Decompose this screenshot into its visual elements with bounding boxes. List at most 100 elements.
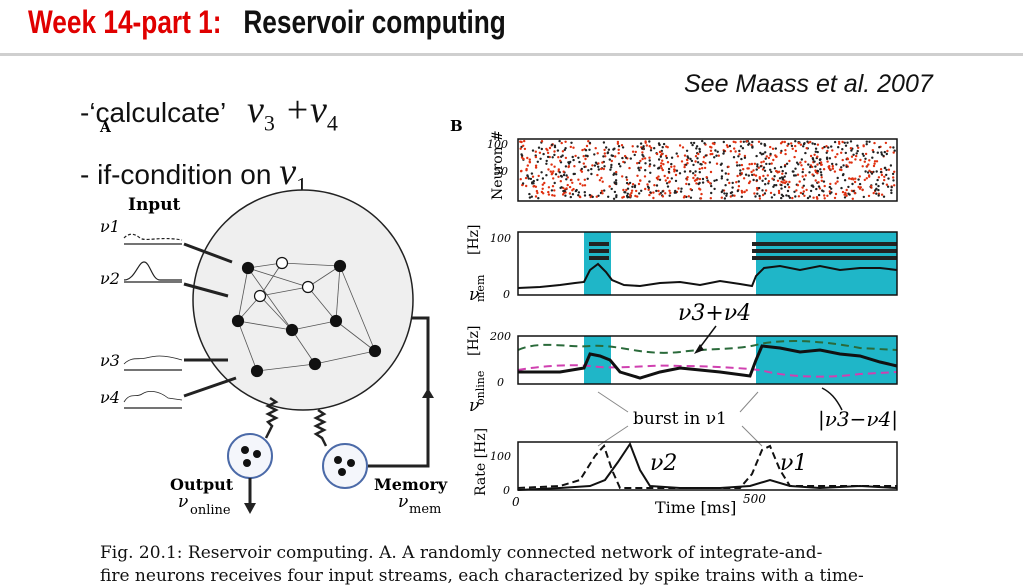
raster-spike xyxy=(738,149,741,153)
raster-spike xyxy=(600,176,603,180)
raster-dots xyxy=(519,139,896,200)
raster-spike xyxy=(628,181,632,185)
raster-spike xyxy=(637,182,641,186)
raster-spike xyxy=(783,140,786,144)
raster-spike xyxy=(758,197,762,200)
raster-spike xyxy=(820,176,823,179)
raster-spike xyxy=(831,167,835,170)
raster-spike xyxy=(868,140,871,143)
raster-spike xyxy=(565,178,568,181)
raster-spike xyxy=(726,145,729,149)
output-readout xyxy=(227,433,273,479)
raster-spike xyxy=(750,162,754,166)
raster-spike xyxy=(866,171,870,174)
raster-spike xyxy=(588,193,592,197)
raster-spike xyxy=(660,162,663,165)
raster-spike xyxy=(670,177,673,180)
raster-spike xyxy=(570,141,573,144)
output-label: Output xyxy=(170,475,234,494)
raster-spike xyxy=(875,183,878,186)
raster-spike xyxy=(593,153,596,156)
raster-spike xyxy=(657,175,660,178)
raster-spike xyxy=(770,162,773,165)
memory-label: Memory xyxy=(374,475,448,494)
raster-spike xyxy=(861,188,864,192)
input-v2-trace xyxy=(123,261,182,281)
bullet-calculate-text: -‘calculcate’ xyxy=(80,97,226,128)
raster-spike xyxy=(825,156,829,159)
raster-spike xyxy=(883,175,886,178)
raster-spike xyxy=(794,174,797,177)
raster-spike xyxy=(564,140,567,143)
raster-spike xyxy=(829,182,832,186)
raster-spike xyxy=(583,184,587,187)
raster-spike xyxy=(601,161,604,164)
raster-spike xyxy=(704,162,707,165)
raster-spike xyxy=(709,149,713,152)
raster-spike xyxy=(702,156,706,159)
raster-spike xyxy=(678,144,682,147)
output-sub: online xyxy=(190,503,231,518)
raster-spike xyxy=(861,152,864,156)
raster-spike xyxy=(537,174,540,178)
raster-spike xyxy=(864,152,868,156)
raster-spike xyxy=(797,163,800,166)
raster-spike xyxy=(727,172,730,176)
raster-spike xyxy=(892,179,895,182)
raster-spike xyxy=(677,187,680,190)
raster-spike xyxy=(648,193,651,197)
raster-spike xyxy=(615,194,618,197)
raster-spike xyxy=(713,142,716,146)
raster-spike xyxy=(692,141,696,145)
raster-spike xyxy=(852,153,855,156)
raster-spike xyxy=(553,181,556,185)
raster-spike xyxy=(809,154,813,158)
raster-spike xyxy=(868,159,871,162)
raster-spike xyxy=(828,190,831,193)
raster-spike xyxy=(740,157,743,161)
raster-spike xyxy=(772,158,775,162)
rate-tick-0: 0 xyxy=(503,484,510,497)
raster-spike xyxy=(649,171,652,174)
raster-spike xyxy=(568,192,572,195)
raster-spike xyxy=(630,189,634,192)
raster-spike xyxy=(750,170,753,174)
raster-spike xyxy=(852,178,855,181)
raster-spike xyxy=(756,165,759,168)
raster-spike xyxy=(566,176,569,179)
formula-v3-plus-v4: ν3 +ν4 xyxy=(247,89,338,136)
vmem-ylabel: [Hz] xyxy=(466,224,482,255)
raster-spike xyxy=(811,165,814,169)
raster-spike xyxy=(745,140,749,143)
raster-spike xyxy=(836,176,839,180)
raster-spike xyxy=(598,179,602,182)
raster-panel: Neuron # 100 50 xyxy=(487,130,898,202)
raster-spike xyxy=(633,184,637,187)
raster-spike xyxy=(813,160,816,163)
raster-spike xyxy=(854,177,857,180)
raster-spike xyxy=(809,165,812,169)
raster-spike xyxy=(686,155,689,158)
raster-spike xyxy=(608,158,611,161)
raster-spike xyxy=(873,160,877,163)
raster-spike xyxy=(545,162,548,165)
raster-spike xyxy=(540,147,543,151)
raster-spike xyxy=(893,149,896,152)
raster-spike xyxy=(751,146,754,149)
raster-spike xyxy=(621,196,624,199)
raster-spike xyxy=(774,147,777,150)
raster-spike xyxy=(528,161,532,164)
raster-spike xyxy=(562,170,565,173)
raster-spike xyxy=(660,167,663,170)
raster-spike xyxy=(742,177,746,180)
raster-spike xyxy=(550,189,554,192)
raster-spike xyxy=(891,172,895,176)
raster-spike xyxy=(644,169,647,172)
raster-spike xyxy=(849,140,853,143)
raster-spike xyxy=(690,159,694,163)
raster-spike xyxy=(886,149,889,153)
vmem-tick-0: 0 xyxy=(503,288,510,301)
raster-spike xyxy=(801,186,804,189)
raster-spike xyxy=(638,161,641,165)
raster-spike xyxy=(593,164,597,167)
